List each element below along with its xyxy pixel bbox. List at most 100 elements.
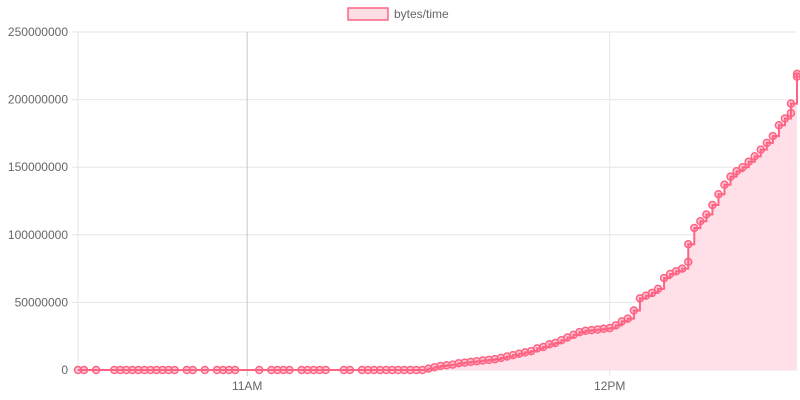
data-point: [218, 365, 228, 375]
x-tick-label: 12PM: [594, 379, 625, 393]
legend-swatch[interactable]: [347, 7, 389, 21]
data-point: [677, 264, 687, 273]
data-point: [188, 365, 198, 375]
data-point: [623, 314, 633, 323]
data-point: [629, 306, 639, 315]
data-point: [303, 365, 312, 375]
data-point: [460, 358, 469, 367]
data-point: [792, 69, 800, 79]
data-point: [255, 365, 264, 375]
data-point: [393, 365, 403, 375]
data-point: [738, 162, 747, 172]
data-point: [792, 72, 800, 81]
data-point: [690, 223, 699, 233]
data-point: [79, 365, 89, 375]
data-point: [164, 365, 173, 375]
data-point: [321, 365, 330, 375]
x-tick-label: 11AM: [232, 379, 262, 393]
data-point: [659, 273, 669, 283]
data-point: [267, 365, 276, 375]
legend[interactable]: bytes/time: [347, 7, 449, 21]
data-point: [683, 240, 693, 249]
y-tick-label: 100000000: [8, 228, 68, 242]
data-point: [702, 210, 711, 219]
data-point: [683, 257, 693, 267]
data-point: [315, 365, 324, 375]
data-point: [750, 152, 759, 161]
data-point: [122, 365, 131, 375]
data-point: [339, 365, 349, 375]
legend-label[interactable]: bytes/time: [394, 7, 449, 21]
data-point: [786, 99, 796, 108]
data-point: [653, 284, 663, 294]
data-point: [412, 365, 421, 375]
data-point: [466, 357, 475, 367]
data-point: [472, 356, 482, 366]
data-point: [780, 114, 790, 123]
data-point: [369, 365, 379, 375]
data-point: [182, 365, 192, 375]
data-point: [786, 108, 796, 118]
data-point: [726, 172, 735, 181]
data-point: [128, 365, 137, 375]
data-point: [454, 358, 463, 368]
y-axis-labels: 0 50000000 100000000 150000000 200000000 2500…: [8, 25, 68, 377]
y-tick-label: 250000000: [8, 25, 68, 39]
data-point: [152, 365, 161, 375]
data-point: [91, 365, 101, 375]
data-point: [696, 217, 705, 226]
data-point: [116, 365, 125, 375]
data-point: [756, 145, 765, 154]
data-point: [309, 365, 318, 375]
y-tick-label: 200000000: [8, 93, 68, 107]
data-point: [285, 365, 294, 375]
data-point: [647, 288, 657, 298]
data-point: [146, 365, 155, 375]
series-area-fill: [78, 73, 797, 371]
data-point: [720, 180, 729, 190]
data-point: [170, 365, 179, 375]
data-point: [73, 365, 83, 375]
data-point: [200, 365, 210, 375]
data-point: [212, 365, 222, 375]
data-point: [774, 121, 784, 130]
data-point: [297, 365, 306, 375]
data-point: [140, 365, 149, 375]
y-tick-label: 0: [61, 363, 68, 377]
data-point: [375, 365, 385, 375]
data-point: [357, 365, 367, 375]
data-point: [768, 131, 778, 141]
data-point: [387, 365, 397, 375]
data-point: [134, 365, 143, 375]
data-point: [587, 325, 596, 335]
grid: [72, 31, 797, 376]
data-point: [230, 365, 240, 375]
data-point: [406, 365, 415, 375]
data-point: [611, 321, 620, 330]
data-point: [381, 365, 391, 375]
data-points: [73, 69, 800, 375]
data-point: [708, 200, 717, 210]
data-point: [436, 361, 445, 371]
data-point: [714, 189, 723, 199]
data-point: [273, 365, 282, 375]
data-point: [158, 365, 167, 375]
x-axis-labels: 11AM 12PM: [232, 379, 625, 393]
data-point: [599, 324, 608, 334]
data-point: [442, 361, 451, 370]
y-tick-label: 150000000: [8, 160, 68, 174]
data-point: [400, 365, 409, 375]
data-point: [581, 326, 590, 336]
data-point: [279, 365, 288, 375]
data-point: [345, 365, 355, 375]
data-point: [484, 355, 494, 365]
data-point: [732, 167, 741, 176]
data-point: [478, 356, 488, 365]
data-point: [744, 157, 753, 167]
data-point: [110, 365, 119, 375]
y-tick-label: 50000000: [15, 295, 69, 309]
data-point: [593, 325, 602, 334]
data-point: [224, 365, 234, 375]
